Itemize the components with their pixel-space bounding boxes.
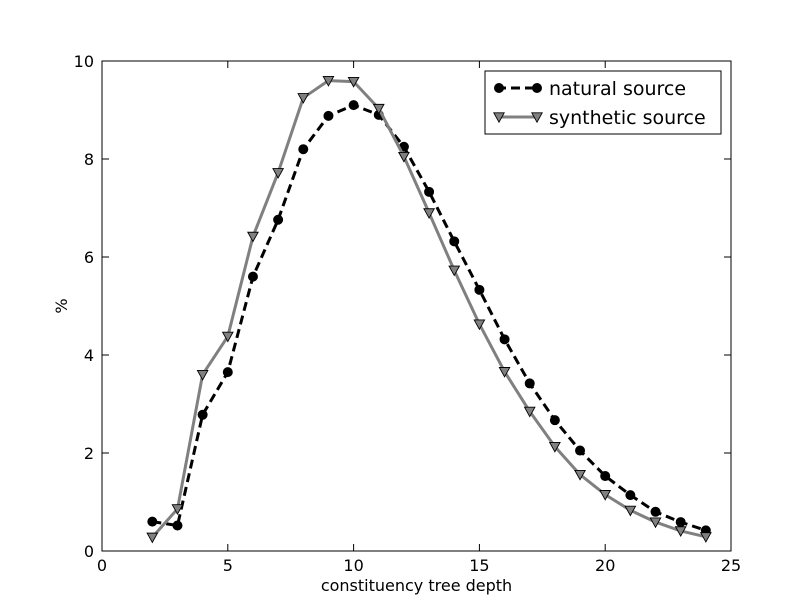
legend-marker-synthetic-source (531, 112, 543, 124)
data-point-synthetic-source (221, 331, 234, 343)
data-point-synthetic-source (448, 265, 461, 277)
y-tick-label: 0 (84, 542, 94, 561)
y-tick-label: 10 (74, 52, 94, 71)
y-tick-label: 4 (84, 346, 94, 365)
data-point-synthetic-source (347, 76, 360, 88)
data-point-synthetic-source (171, 504, 184, 515)
data-point-synthetic-source (548, 442, 561, 453)
x-tick-label: 5 (223, 556, 233, 575)
data-point-synthetic-source (523, 406, 536, 418)
data-point-synthetic-source (674, 526, 687, 538)
legend-label-synthetic-source: synthetic source (549, 107, 706, 129)
legend-marker-natural-source (532, 83, 542, 93)
data-point-synthetic-source (246, 231, 259, 243)
data-point-natural-source (474, 284, 485, 295)
series-line-natural-source (152, 103, 707, 532)
data-point-natural-source (675, 517, 686, 528)
data-point-natural-source (273, 214, 284, 225)
legend: natural source synthetic source (484, 70, 722, 135)
data-point-synthetic-source (146, 532, 159, 544)
data-point-natural-source (650, 506, 661, 517)
legend-marker-natural-source (494, 83, 504, 93)
data-point-natural-source (575, 445, 586, 456)
data-point-natural-source (549, 415, 560, 426)
data-point-natural-source (197, 409, 208, 420)
data-point-natural-source (524, 378, 535, 389)
plot-area (146, 75, 712, 544)
legend-label-natural-source: natural source (549, 78, 686, 100)
data-point-synthetic-source (272, 168, 285, 179)
legend-box (484, 70, 722, 135)
x-axis-label: constituency tree depth (321, 576, 512, 595)
data-point-synthetic-source (297, 93, 310, 104)
data-point-synthetic-source (574, 469, 587, 481)
axes-frame (101, 60, 732, 552)
data-point-natural-source (247, 271, 258, 282)
data-point-synthetic-source (624, 505, 637, 517)
data-point-synthetic-source (397, 151, 410, 163)
x-tick-label: 25 (721, 556, 741, 575)
data-point-natural-source (348, 100, 359, 111)
x-tick-label: 0 (97, 556, 107, 575)
data-point-synthetic-source (599, 490, 612, 501)
data-point-synthetic-source (372, 103, 385, 115)
y-tick-label: 8 (84, 150, 94, 169)
legend-marker-synthetic-source (493, 112, 505, 124)
x-tick-label: 15 (469, 556, 489, 575)
data-point-synthetic-source (498, 367, 511, 378)
data-point-natural-source (625, 490, 636, 501)
data-point-natural-source (424, 186, 435, 197)
data-point-synthetic-source (473, 319, 486, 331)
data-point-natural-source (499, 334, 510, 345)
data-point-synthetic-source (196, 369, 209, 381)
data-point-natural-source (600, 471, 611, 482)
data-point-natural-source (147, 516, 158, 527)
data-point-natural-source (222, 367, 233, 378)
data-point-synthetic-source (322, 75, 335, 87)
data-point-synthetic-source (423, 208, 436, 220)
data-point-synthetic-source (699, 532, 712, 543)
x-tick-label: 20 (595, 556, 615, 575)
data-point-synthetic-source (649, 517, 662, 529)
data-point-natural-source (298, 144, 309, 155)
data-point-natural-source (172, 520, 183, 531)
y-tick-label: 2 (84, 444, 94, 463)
data-point-natural-source (449, 236, 460, 247)
axes: 0 5 10 15 20 25 0 2 4 6 8 10 (74, 52, 742, 575)
y-axis-label: % (52, 298, 71, 313)
data-point-natural-source (323, 110, 334, 121)
x-tick-label: 10 (343, 556, 363, 575)
y-tick-label: 6 (84, 248, 94, 267)
